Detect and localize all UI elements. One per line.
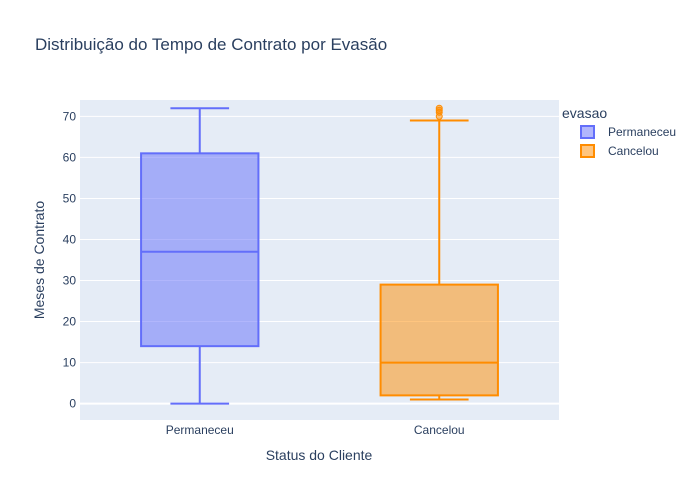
- box-iqr: [379, 283, 499, 397]
- y-tick-label: 60: [63, 150, 77, 164]
- y-tick-label: 0: [69, 397, 76, 411]
- x-tick-label: Permaneceu: [166, 423, 234, 437]
- legend: evasao Permaneceu Cancelou: [562, 105, 676, 158]
- y-tick-label: 10: [63, 356, 77, 370]
- legend-title: evasao: [562, 105, 607, 121]
- y-tick-label: 30: [63, 274, 77, 288]
- x-axis-title: Status do Cliente: [266, 447, 373, 463]
- legend-label: Permaneceu: [608, 125, 676, 139]
- y-tick-label: 20: [63, 315, 77, 329]
- y-axis-title: Meses de Contrato: [31, 201, 47, 319]
- x-tick-label: Cancelou: [414, 423, 465, 437]
- box-cancelou: [379, 104, 499, 401]
- legend-item-permaneceu: Permaneceu: [580, 125, 676, 139]
- legend-swatch: [580, 144, 595, 158]
- chart-title: Distribuição do Tempo de Contrato por Ev…: [35, 35, 387, 54]
- box-iqr: [140, 152, 260, 348]
- outlier-point: [435, 104, 443, 112]
- legend-item-cancelou: Cancelou: [580, 144, 659, 158]
- y-tick-label: 50: [63, 191, 77, 205]
- legend-label: Cancelou: [608, 144, 659, 158]
- y-tick-label: 40: [63, 232, 77, 246]
- box-permaneceu: [140, 107, 260, 405]
- plot-area: 0 10 20 30 40 50 60 70 Permaneceu Cancelou: [63, 100, 559, 437]
- y-tick-label: 70: [63, 109, 77, 123]
- legend-swatch: [580, 125, 595, 139]
